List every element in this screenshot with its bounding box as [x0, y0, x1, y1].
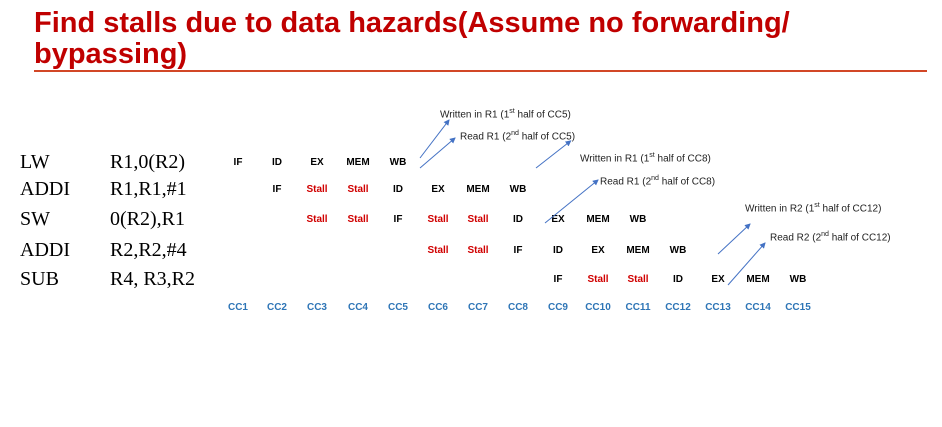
instruction-operands: R2,R2,#4 [110, 239, 187, 261]
stage-cell: ID [272, 157, 282, 168]
stage-cell: IF [553, 274, 563, 285]
cycle-label: CC13 [705, 302, 731, 313]
hazard-note-text: half of CC8) [658, 176, 716, 188]
cycle-label: CC14 [745, 302, 771, 313]
stage-cell: EX [591, 245, 605, 256]
arrow-written-r2-cc12 [717, 223, 751, 255]
stage-cell: IF [393, 214, 403, 225]
hazard-note: Written in R1 (1st half of CC8) [580, 152, 711, 164]
hazard-note-text: half of CC12) [819, 203, 882, 215]
stall-cell: Stall [587, 274, 609, 285]
cycle-label: CC15 [785, 302, 811, 313]
hazard-note-ordinal: st [814, 202, 820, 209]
cycle-label: CC9 [547, 302, 569, 313]
hazard-note: Read R1 (2nd half of CC8) [600, 175, 715, 187]
hazard-note-ordinal: nd [821, 231, 829, 238]
stage-cell: ID [393, 184, 403, 195]
cycle-label: CC3 [306, 302, 328, 313]
instruction-opcode: SW [20, 208, 50, 230]
hazard-note-ordinal: st [509, 108, 515, 115]
cycle-label: CC5 [387, 302, 409, 313]
hazard-note-text: Read R2 (2 [770, 232, 822, 244]
cycle-label: CC11 [625, 302, 651, 313]
stage-cell: MEM [586, 214, 610, 225]
stage-cell: WB [629, 214, 647, 225]
stage-cell: EX [711, 274, 725, 285]
stage-cell: ID [513, 214, 523, 225]
arrow-read-r1-cc8 [544, 179, 599, 224]
hazard-note: Written in R1 (1st half of CC5) [440, 108, 571, 120]
stall-cell: Stall [347, 214, 369, 225]
hazard-note-text: Written in R1 (1 [440, 109, 510, 121]
hazard-note-text: half of CC5) [518, 131, 576, 143]
hazard-note-text: Read R1 (2 [600, 176, 652, 188]
hazard-note: Read R1 (2nd half of CC5) [460, 130, 575, 142]
hazard-note: Read R2 (2nd half of CC12) [770, 231, 891, 243]
stall-cell: Stall [306, 214, 328, 225]
hazard-note-text: Read R1 (2 [460, 131, 512, 143]
arrow-read-r2-cc12 [727, 242, 766, 286]
stage-cell: ID [673, 274, 683, 285]
hazard-note-text: Written in R1 (1 [580, 153, 650, 165]
hazard-note: Written in R2 (1st half of CC12) [745, 202, 881, 214]
title-underline [34, 70, 927, 72]
cycle-label: CC4 [347, 302, 369, 313]
hazard-note-text: Written in R2 (1 [745, 203, 815, 215]
instruction-operands: R4, R3,R2 [110, 268, 196, 290]
stage-cell: EX [310, 157, 324, 168]
stall-cell: Stall [627, 274, 649, 285]
hazard-note-ordinal: nd [511, 130, 519, 137]
instruction-operands: 0(R2),R1 [110, 208, 185, 230]
stall-cell: Stall [427, 214, 449, 225]
instruction-opcode: SUB [20, 268, 59, 290]
cycle-label: CC1 [227, 302, 249, 313]
cycle-label: CC2 [266, 302, 288, 313]
arrow-read-r1-cc5 [419, 137, 456, 169]
instruction-opcode: ADDI [20, 239, 70, 261]
hazard-note-text: half of CC12) [828, 232, 891, 244]
stall-cell: Stall [467, 214, 489, 225]
hazard-note-ordinal: nd [651, 175, 659, 182]
arrow-written-r1-cc8 [535, 140, 572, 169]
stage-cell: WB [669, 245, 687, 256]
stage-cell: EX [431, 184, 445, 195]
stall-cell: Stall [467, 245, 489, 256]
hazard-note-text: half of CC5) [514, 109, 571, 121]
cycle-label: CC7 [467, 302, 489, 313]
stage-cell: MEM [346, 157, 370, 168]
stage-cell: WB [509, 184, 527, 195]
instruction-opcode: LW [20, 151, 50, 173]
stage-cell: MEM [626, 245, 650, 256]
cycle-label: CC6 [427, 302, 449, 313]
cycle-label: CC10 [585, 302, 611, 313]
cycle-label: CC8 [507, 302, 529, 313]
stage-cell: ID [553, 245, 563, 256]
stage-cell: IF [513, 245, 523, 256]
instruction-opcode: ADDI [20, 178, 70, 200]
cycle-label: CC12 [665, 302, 691, 313]
stage-cell: WB [389, 157, 407, 168]
stage-cell: IF [272, 184, 282, 195]
stage-cell: WB [789, 274, 807, 285]
stage-cell: IF [233, 157, 243, 168]
stage-cell: EX [551, 214, 565, 225]
stall-cell: Stall [347, 184, 369, 195]
instruction-operands: R1,0(R2) [110, 151, 185, 173]
instruction-operands: R1,R1,#1 [110, 178, 187, 200]
slide-title: Find stalls due to data hazards(Assume n… [34, 7, 790, 70]
stage-cell: MEM [466, 184, 490, 195]
stage-cell: MEM [746, 274, 770, 285]
stall-cell: Stall [306, 184, 328, 195]
hazard-note-text: half of CC8) [654, 153, 711, 165]
stall-cell: Stall [427, 245, 449, 256]
hazard-note-ordinal: st [649, 152, 655, 159]
arrow-written-r1-cc5 [419, 119, 450, 159]
